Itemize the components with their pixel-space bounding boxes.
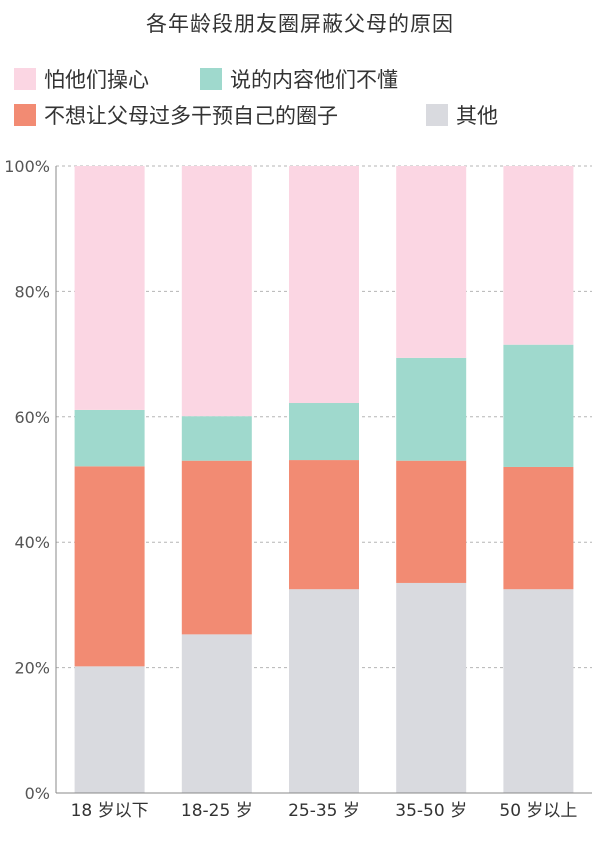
legend-swatch-no-interference — [14, 104, 36, 126]
x-tick-label-0: 18 岁以下 — [71, 801, 149, 821]
bar-segment-3-2 — [396, 357, 467, 461]
x-tick-label-4: 50 岁以上 — [499, 801, 577, 821]
legend-swatch-other — [426, 104, 448, 126]
y-tick-label-4: 80% — [14, 282, 50, 301]
bar-segment-0-2 — [74, 409, 145, 467]
bar-segment-4-2 — [503, 344, 574, 467]
y-tick-label-0: 0% — [25, 784, 50, 803]
y-tick-label-5: 100% — [4, 157, 50, 176]
legend-swatch-worry — [14, 68, 36, 90]
bar-segment-1-2 — [181, 416, 252, 461]
grid-lines — [56, 165, 592, 669]
legend-item-other: 其他 — [426, 100, 498, 130]
legend-label-other: 其他 — [456, 104, 498, 128]
bar-segment-4-0 — [503, 589, 574, 793]
bar-segment-2-0 — [289, 589, 359, 793]
bar-segment-2-2 — [289, 403, 359, 461]
legend-item-no-interference: 不想让父母过多干预自己的圈子 — [14, 100, 338, 130]
x-tick-label-2: 25-35 岁 — [288, 801, 360, 821]
y-tick-label-1: 20% — [14, 659, 50, 678]
bar-segment-1-0 — [181, 634, 252, 793]
legend-label-no-interference: 不想让父母过多干预自己的圈子 — [44, 104, 338, 128]
y-tick-label-2: 40% — [14, 533, 50, 552]
axis: 0% 20% 40% 60% 80% 100% 18 岁以下 18-25 岁 25-35 岁 35… — [4, 157, 592, 821]
legend-label-not-understand: 说的内容他们不懂 — [230, 68, 398, 92]
bar-segment-3-3 — [396, 166, 467, 358]
x-tick-label-1: 18-25 岁 — [181, 801, 253, 821]
legend-swatch-not-understand — [200, 68, 222, 90]
legend-item-not-understand: 说的内容他们不懂 — [200, 64, 398, 94]
bar-segment-1-3 — [181, 166, 252, 417]
bar-segment-2-3 — [289, 166, 359, 404]
bar-group — [74, 166, 574, 793]
legend-label-worry: 怕他们操心 — [44, 68, 149, 92]
bar-segment-1-1 — [181, 460, 252, 635]
bar-segment-0-1 — [74, 466, 145, 667]
legend-item-worry: 怕他们操心 — [14, 64, 149, 94]
bar-segment-0-0 — [74, 666, 145, 793]
bar-segment-4-1 — [503, 466, 574, 590]
bar-segment-4-3 — [503, 166, 574, 345]
bar-segment-3-1 — [396, 460, 467, 583]
bar-segment-0-3 — [74, 166, 145, 410]
bar-segment-2-1 — [289, 460, 359, 590]
chart-title: 各年龄段朋友圈屏蔽父母的原因 — [146, 12, 454, 36]
bar-segment-3-0 — [396, 582, 467, 793]
x-tick-label-3: 35-50 岁 — [395, 801, 467, 821]
y-tick-label-3: 60% — [14, 408, 50, 427]
